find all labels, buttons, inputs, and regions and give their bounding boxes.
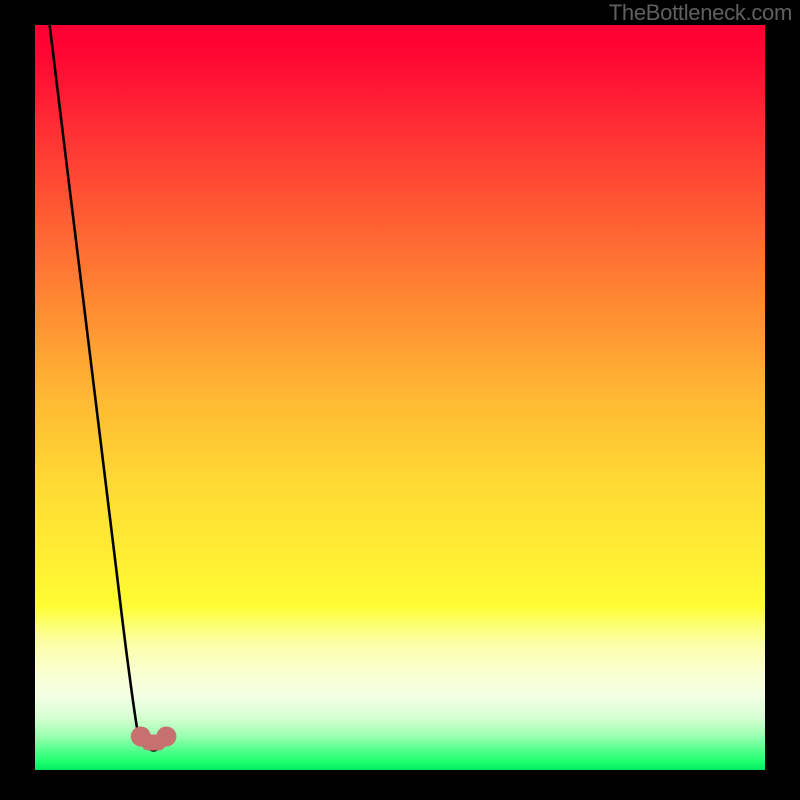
plot-frame (35, 25, 765, 770)
chart-stage: TheBottleneck.com (0, 0, 800, 800)
watermark-text: TheBottleneck.com (609, 0, 792, 26)
gradient-background (35, 25, 765, 770)
trough-marker-right (156, 726, 176, 746)
plot-svg (35, 25, 765, 770)
trough-marker-left (131, 726, 151, 746)
